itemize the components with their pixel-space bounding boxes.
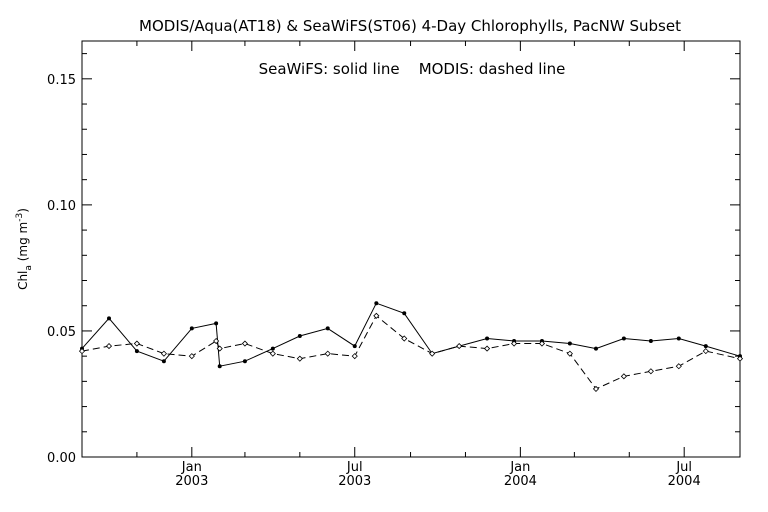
x-tick-month: Jul xyxy=(346,460,363,475)
modis-point xyxy=(351,353,358,360)
modis-point xyxy=(483,345,491,352)
modis-point xyxy=(160,350,167,357)
modis-point xyxy=(296,355,303,362)
y-tick-label: 0.15 xyxy=(47,73,76,88)
modis-point xyxy=(620,373,627,380)
modis-point xyxy=(736,355,744,362)
modis-point xyxy=(675,363,682,370)
modis-point xyxy=(241,340,248,347)
modis-point xyxy=(456,343,463,350)
seawifs-point xyxy=(593,346,598,351)
seawifs-point xyxy=(214,321,219,326)
modis-point xyxy=(188,353,195,360)
modis-point xyxy=(538,340,546,347)
seawifs-point xyxy=(352,344,357,349)
modis-line xyxy=(81,315,741,390)
x-tick-month: Jan xyxy=(181,460,202,475)
x-tick-year: 2004 xyxy=(668,474,701,489)
seawifs-point xyxy=(242,359,247,364)
modis-point xyxy=(78,348,86,355)
modis-point xyxy=(566,350,573,357)
plot-frame xyxy=(81,40,741,458)
modis-point xyxy=(429,350,436,357)
chart-legend: SeaWiFS: solid line MODIS: dashed line xyxy=(259,60,566,78)
seawifs-point xyxy=(567,341,572,346)
seawifs-point xyxy=(621,336,626,341)
modis-point xyxy=(401,335,408,342)
x-tick-month: Jul xyxy=(675,460,692,475)
y-tick-label: 0.05 xyxy=(47,325,76,340)
seawifs-point xyxy=(648,339,653,344)
x-tick-year: 2003 xyxy=(175,474,208,489)
seawifs-point xyxy=(374,301,379,306)
x-tick-year: 2004 xyxy=(504,474,537,489)
y-axis-label-superscript: -3 xyxy=(15,213,25,222)
y-axis-label-close: ) xyxy=(16,208,30,213)
series-layer xyxy=(78,301,744,392)
seawifs-point xyxy=(676,336,681,341)
modis-point xyxy=(216,345,223,352)
y-tick-label: 0.00 xyxy=(47,451,76,466)
seawifs-point xyxy=(402,311,407,316)
seawifs-point xyxy=(217,364,222,369)
modis-point xyxy=(269,350,276,357)
seawifs-point xyxy=(703,344,708,349)
modis-point xyxy=(105,343,113,350)
modis-point xyxy=(647,368,654,375)
modis-point xyxy=(213,337,220,345)
seawifs-point xyxy=(134,349,139,354)
seawifs-line xyxy=(81,302,741,367)
y-axis: 0.00 0.05 0.10 0.15 xyxy=(47,53,740,466)
modis-point xyxy=(324,350,331,357)
seawifs-point xyxy=(161,359,166,364)
y-axis-label-main: Chl xyxy=(16,271,30,290)
modis-point xyxy=(592,385,600,392)
seawifs-point xyxy=(485,336,490,341)
modis-point xyxy=(133,340,140,347)
modis-point xyxy=(702,348,709,355)
y-axis-label: Chla (mg m-3) xyxy=(15,208,34,290)
x-tick-month: Jan xyxy=(509,460,530,475)
seawifs-point xyxy=(297,333,302,338)
modis-point xyxy=(510,340,518,347)
seawifs-point xyxy=(189,326,194,331)
seawifs-point xyxy=(107,316,112,321)
chart-title: MODIS/Aqua(AT18) & SeaWiFS(ST06) 4-Day C… xyxy=(139,17,681,35)
modis-point xyxy=(373,312,380,319)
y-axis-label-unit-text: (mg m xyxy=(16,222,30,262)
y-tick-label: 0.10 xyxy=(47,199,76,214)
seawifs-point xyxy=(270,346,275,351)
x-tick-year: 2003 xyxy=(338,474,371,489)
seawifs-point xyxy=(325,326,330,331)
y-axis-label-subscript: a xyxy=(24,265,34,271)
